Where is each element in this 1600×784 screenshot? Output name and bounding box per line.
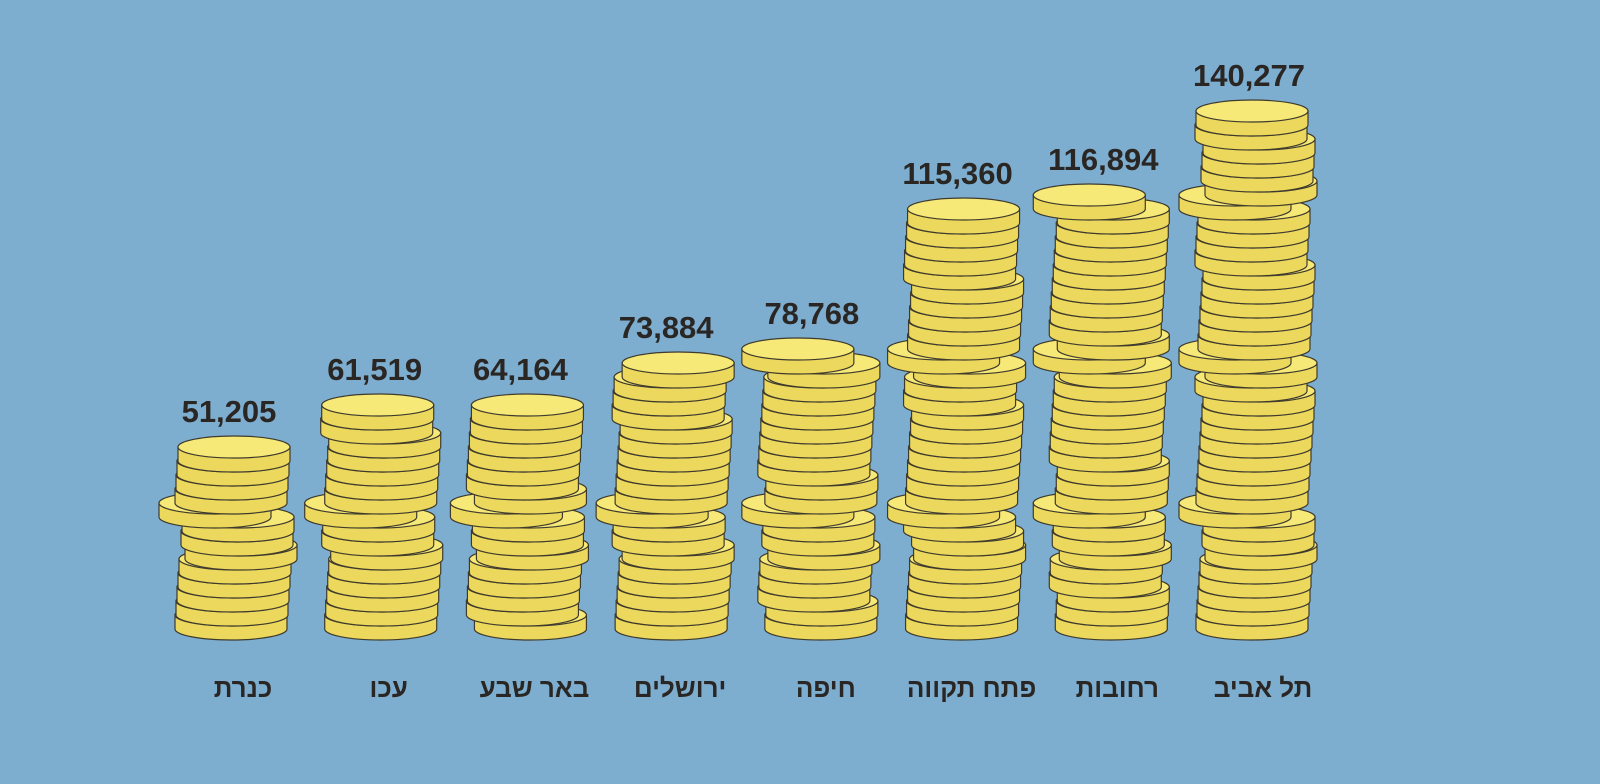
coin-stack [158,435,298,641]
category-label: תל אביב [1214,673,1313,703]
value-label: 73,884 [619,310,715,345]
coin [906,197,1021,235]
category-label: ירושלים [634,673,727,703]
coin [1195,99,1309,137]
category-label: באר שבע [480,673,590,703]
category-labels: כנרת עכו באר שבע ירושלים חיפה פתח תקווה רחובות… [214,673,1313,703]
category-label: חיפה [796,673,856,703]
coin-stack [1178,99,1318,641]
category-label: עכו [370,673,408,703]
value-label: 116,894 [1048,142,1159,177]
value-labels: 51,205 61,519 64,164 73,884 78,768 115,360 116… [182,58,1305,429]
value-label: 115,360 [902,156,1012,191]
coin [321,393,435,431]
coin [470,393,585,431]
coin-stack [449,393,590,641]
coin-stacks [158,99,1318,641]
category-label: כנרת [214,673,272,703]
coin [177,435,291,473]
value-label: 61,519 [327,352,422,387]
coin [621,351,735,389]
value-label: 51,205 [182,394,277,429]
coin [741,337,855,375]
coin-stack [595,351,735,641]
coin-stack [304,393,444,641]
coin-stack [741,337,881,641]
category-label: פתח תקווה [907,673,1036,703]
value-label: 78,768 [764,296,859,331]
value-label: 140,277 [1193,58,1305,93]
coin [1032,183,1146,221]
coin-stack [1032,183,1172,641]
category-label: רחובות [1076,673,1159,703]
value-label: 64,164 [473,352,569,387]
coin-stack [886,197,1027,641]
